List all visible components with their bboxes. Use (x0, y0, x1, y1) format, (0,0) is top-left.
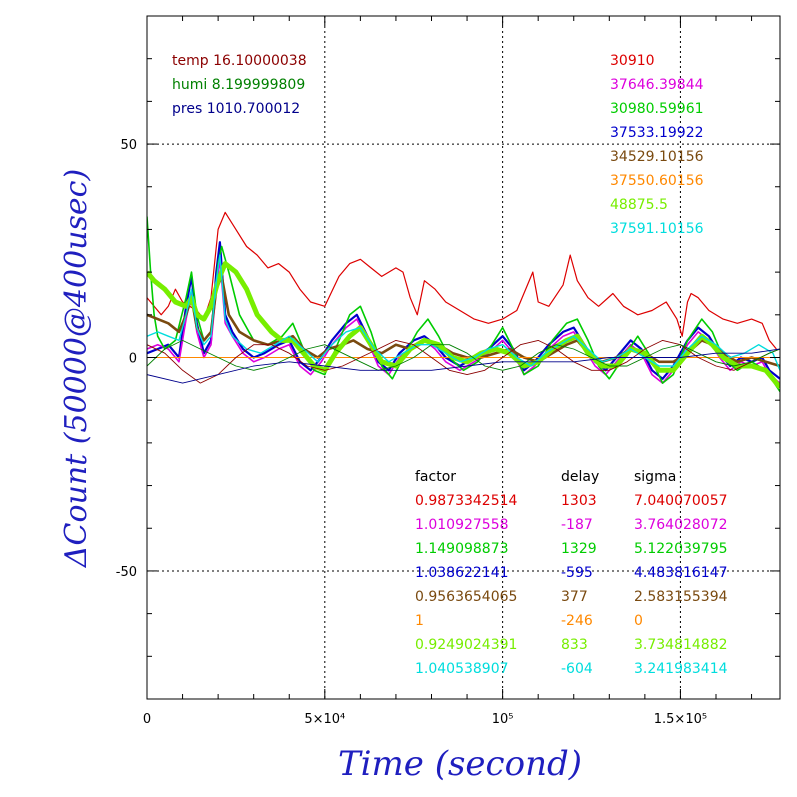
table-cell-delay: -604 (561, 661, 593, 677)
table-cell-sigma: 7.040070057 (634, 493, 728, 509)
table-cell-delay: 1303 (561, 493, 597, 509)
table-cell-factor: 1.040538907 (415, 661, 509, 677)
table-header-sigma: sigma (634, 469, 676, 485)
table-cell-factor: 1.149098873 (415, 541, 509, 557)
count-label: 37591.10156 (610, 221, 704, 237)
env-temp: temp 16.10000038 (172, 53, 307, 69)
table-cell-factor: 1.010927558 (415, 517, 509, 533)
x-tick-label: 1.5×10⁵ (654, 712, 707, 727)
ticks: 0 5×10⁴ 10⁵ 1.5×10⁵ 50 0 -50 (116, 16, 780, 727)
y-tick-label: 0 (129, 352, 137, 367)
count-label: 37533.19922 (610, 125, 704, 141)
table-cell-delay: -595 (561, 565, 593, 581)
count-label: 48875.5 (610, 197, 668, 213)
table-cell-sigma: 2.583155394 (634, 589, 728, 605)
param-table: factor delay sigma 0.9873342514 1303 7.040… (415, 469, 728, 677)
env-pres: pres 1010.700012 (172, 101, 300, 117)
count-label: 34529.10156 (610, 149, 704, 165)
count-label: 37550.60156 (610, 173, 704, 189)
x-tick-label: 0 (143, 712, 151, 727)
x-tick-label: 5×10⁴ (304, 712, 345, 727)
table-cell-sigma: 3.241983414 (634, 661, 728, 677)
table-cell-factor: 1.038622141 (415, 565, 509, 581)
table-cell-sigma: 0 (634, 613, 643, 629)
table-header-factor: factor (415, 469, 456, 485)
series-layer (147, 211, 780, 393)
x-axis-title: Time (second) (338, 744, 582, 784)
table-cell-factor: 0.9249024391 (415, 637, 517, 653)
count-legend: 30910 37646.39844 30980.59961 37533.1992… (610, 53, 704, 237)
table-cell-sigma: 5.122039795 (634, 541, 728, 557)
count-label: 37646.39844 (610, 77, 704, 93)
table-cell-delay: 833 (561, 637, 588, 653)
count-label: 30910 (610, 53, 655, 69)
count-label: 30980.59961 (610, 101, 704, 117)
env-legend: temp 16.10000038 humi 8.199999809 pres 1… (172, 53, 307, 117)
y-tick-label: 50 (120, 138, 137, 153)
table-cell-sigma: 3.764028072 (634, 517, 728, 533)
table-cell-delay: 1329 (561, 541, 597, 557)
series-line (147, 348, 780, 384)
series-line (147, 216, 780, 393)
plot-frame (146, 15, 781, 700)
table-cell-delay: 377 (561, 589, 588, 605)
table-cell-delay: -187 (561, 517, 593, 533)
env-humi: humi 8.199999809 (172, 77, 305, 93)
x-tick-label: 10⁵ (492, 712, 514, 727)
table-cell-delay: -246 (561, 613, 593, 629)
y-axis-title: ΔCount (50000@400usec) (59, 169, 94, 568)
table-header-delay: delay (561, 469, 599, 485)
y-tick-label: -50 (116, 565, 137, 580)
series-line (147, 254, 780, 371)
series-line (147, 339, 780, 371)
series-line (147, 211, 777, 350)
table-cell-factor: 1 (415, 613, 424, 629)
table-cell-factor: 0.9563654065 (415, 589, 517, 605)
table-cell-factor: 0.9873342514 (415, 493, 518, 509)
table-cell-sigma: 3.734814882 (634, 637, 728, 653)
table-cell-sigma: 4.483816147 (634, 565, 728, 581)
